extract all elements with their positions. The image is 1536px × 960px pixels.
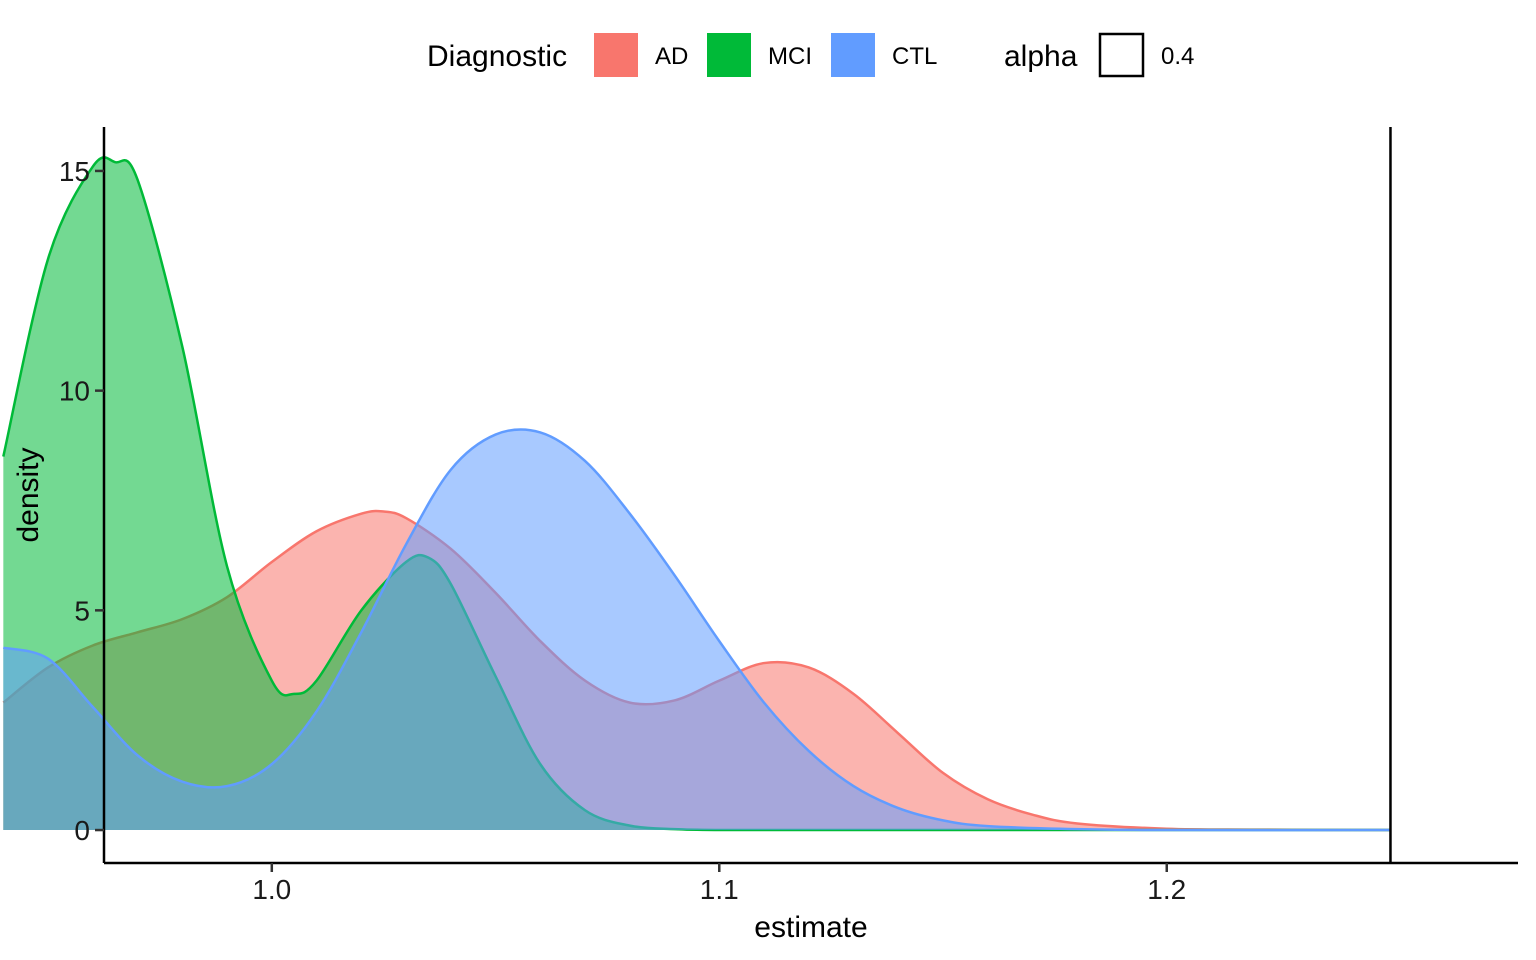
legend-key-mci [707,33,751,77]
legend-key-ad [594,33,638,77]
y-tick-label: 15 [59,156,90,187]
y-axis-ticks: 0 5 10 15 [59,156,104,846]
legend-alpha-title: alpha [1004,40,1078,73]
legend: Diagnostic AD MCI CTL alpha 0.4 [427,32,1194,78]
legend-label-alpha: 0.4 [1161,43,1194,70]
x-axis-ticks: 1.0 1.1 1.2 [252,863,1186,905]
legend-label-ctl: CTL [892,43,937,70]
series-layer [2,156,1391,832]
density-line-ctl [3,428,1391,832]
y-tick-label: 10 [59,376,90,407]
y-tick-label: 0 [74,815,90,846]
legend-fill-title: Diagnostic [427,40,567,73]
x-tick-label: 1.0 [252,874,291,905]
y-axis-title: density [12,447,45,542]
legend-key-ctl [831,33,875,77]
legend-label-ad: AD [655,43,688,70]
x-axis-title: estimate [754,911,867,944]
legend-key-alpha [1098,32,1145,78]
x-tick-label: 1.1 [700,874,739,905]
y-tick-label: 5 [74,595,90,626]
x-tick-label: 1.2 [1147,874,1186,905]
legend-label-mci: MCI [768,43,812,70]
density-area-ctl [3,429,1391,831]
